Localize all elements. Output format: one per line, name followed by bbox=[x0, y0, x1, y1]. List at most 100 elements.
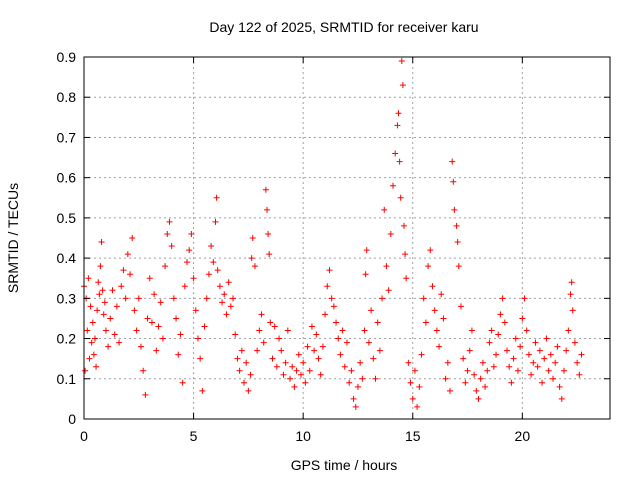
data-point bbox=[213, 194, 220, 201]
data-point bbox=[335, 335, 342, 342]
data-point bbox=[137, 343, 144, 350]
data-point bbox=[440, 315, 447, 322]
data-point bbox=[264, 206, 271, 213]
data-point bbox=[514, 367, 521, 374]
data-point bbox=[129, 235, 136, 241]
data-point bbox=[289, 363, 296, 370]
data-point bbox=[368, 307, 375, 314]
data-point bbox=[216, 283, 223, 290]
data-point bbox=[479, 359, 486, 366]
data-point bbox=[556, 383, 563, 390]
data-point bbox=[411, 367, 418, 374]
data-point bbox=[311, 347, 318, 354]
data-point bbox=[295, 351, 302, 358]
data-point bbox=[186, 247, 193, 254]
data-point bbox=[392, 150, 399, 157]
data-point bbox=[361, 327, 368, 334]
data-point bbox=[100, 311, 107, 318]
data-point bbox=[486, 339, 493, 346]
data-point bbox=[90, 351, 97, 358]
data-point bbox=[247, 371, 254, 378]
data-point bbox=[199, 387, 206, 394]
data-point bbox=[578, 351, 585, 358]
data-point bbox=[214, 267, 221, 274]
data-point bbox=[427, 247, 434, 254]
y-tick-label: 0.4 bbox=[57, 250, 77, 266]
data-point bbox=[273, 363, 280, 370]
data-point bbox=[230, 295, 237, 302]
data-point bbox=[146, 275, 153, 282]
data-point bbox=[454, 239, 461, 246]
data-point bbox=[284, 327, 291, 334]
data-point bbox=[205, 271, 212, 278]
data-point bbox=[444, 359, 451, 366]
data-point bbox=[493, 351, 500, 358]
data-point bbox=[396, 158, 403, 165]
data-point bbox=[503, 347, 510, 354]
data-point bbox=[131, 307, 138, 314]
data-point bbox=[86, 355, 93, 362]
data-point bbox=[151, 291, 158, 298]
data-point bbox=[457, 303, 464, 310]
data-point bbox=[308, 323, 315, 330]
data-point bbox=[484, 367, 491, 374]
data-point bbox=[87, 303, 94, 310]
data-point bbox=[232, 331, 239, 338]
data-point bbox=[98, 239, 105, 246]
data-point bbox=[102, 327, 109, 334]
data-point bbox=[260, 339, 267, 346]
data-point bbox=[455, 263, 462, 270]
data-point bbox=[497, 311, 504, 318]
data-point bbox=[477, 375, 484, 382]
data-point bbox=[297, 371, 304, 378]
data-point bbox=[552, 359, 559, 366]
data-point bbox=[565, 327, 572, 334]
data-point bbox=[370, 355, 377, 362]
data-point bbox=[399, 82, 406, 89]
data-point bbox=[302, 379, 309, 386]
data-point bbox=[291, 383, 298, 390]
data-point bbox=[495, 331, 502, 338]
data-point bbox=[460, 355, 467, 362]
data-point bbox=[545, 367, 552, 374]
data-point bbox=[449, 158, 456, 165]
y-tick-label: 0.8 bbox=[57, 89, 77, 105]
data-point bbox=[482, 383, 489, 390]
data-point bbox=[433, 327, 440, 334]
data-point bbox=[177, 331, 184, 338]
data-point bbox=[190, 275, 197, 282]
data-point bbox=[403, 275, 410, 282]
data-point bbox=[451, 206, 458, 213]
data-point bbox=[258, 311, 265, 318]
data-point bbox=[453, 222, 460, 229]
data-point bbox=[550, 375, 557, 382]
data-point bbox=[212, 218, 219, 225]
data-point bbox=[153, 347, 160, 354]
data-point bbox=[225, 279, 232, 286]
data-point bbox=[447, 387, 454, 394]
data-point bbox=[120, 267, 127, 274]
data-point bbox=[558, 395, 565, 402]
data-point bbox=[418, 351, 425, 358]
data-point bbox=[317, 371, 324, 378]
data-point bbox=[287, 375, 294, 382]
data-point bbox=[324, 283, 331, 290]
data-point bbox=[422, 319, 429, 326]
data-point bbox=[201, 323, 208, 330]
data-point bbox=[280, 371, 287, 378]
data-point bbox=[490, 363, 497, 370]
data-point bbox=[249, 235, 256, 241]
data-point bbox=[240, 379, 247, 386]
data-point bbox=[322, 311, 329, 318]
data-point bbox=[387, 230, 394, 237]
data-point bbox=[352, 403, 359, 410]
data-point bbox=[164, 230, 171, 237]
data-point bbox=[113, 303, 120, 310]
data-point bbox=[402, 251, 409, 258]
data-point bbox=[425, 263, 432, 270]
data-point bbox=[210, 259, 217, 266]
data-point bbox=[523, 327, 530, 334]
data-point bbox=[168, 243, 175, 250]
data-point bbox=[179, 379, 186, 386]
data-point bbox=[315, 355, 322, 362]
